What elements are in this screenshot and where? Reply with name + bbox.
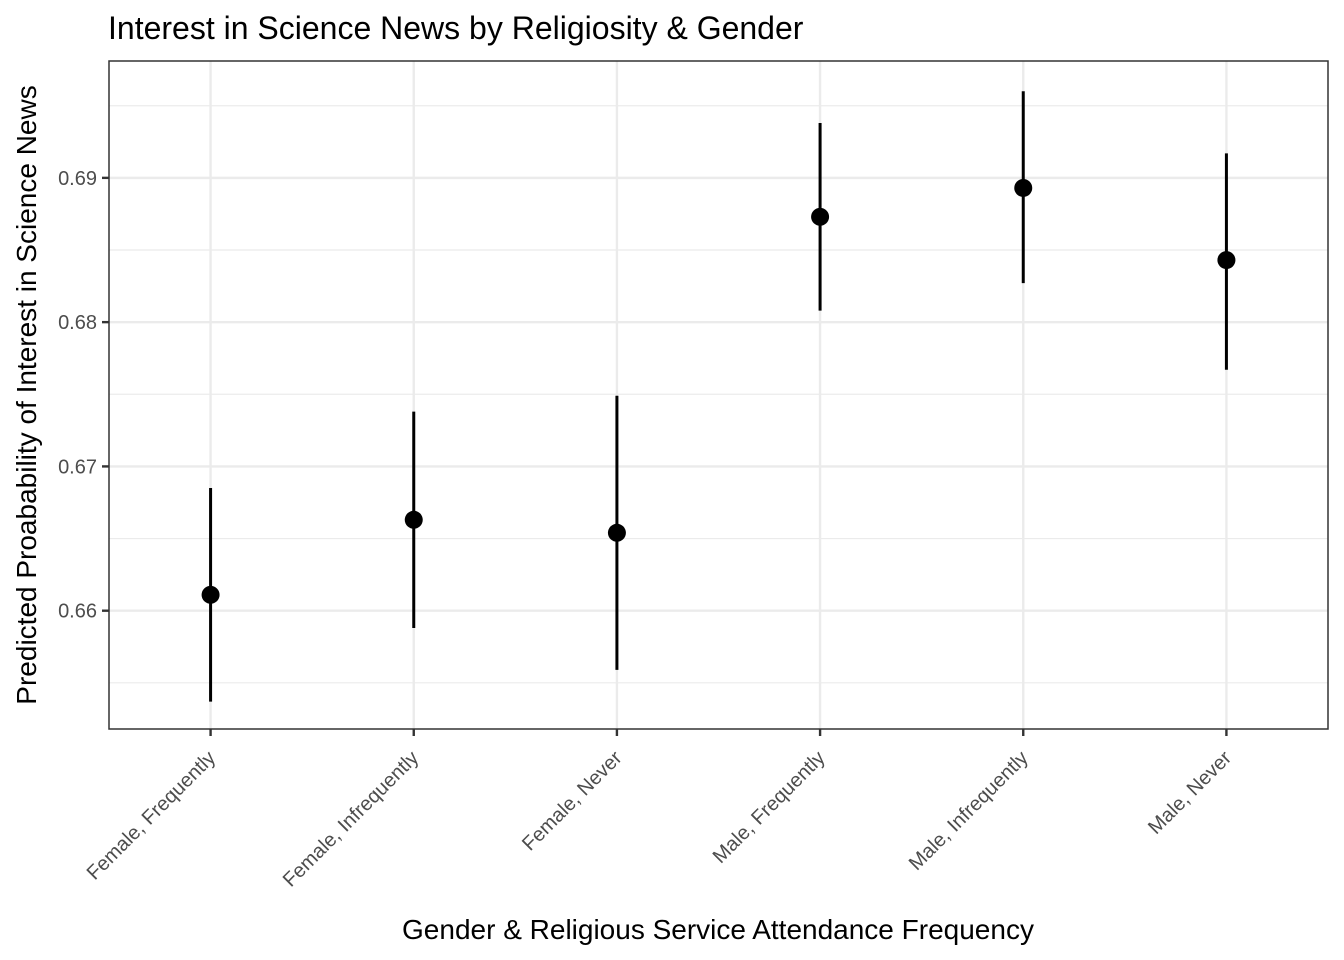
x-axis-title: Gender & Religious Service Attendance Fr…: [402, 914, 1034, 945]
y-tick-label: 0.67: [58, 456, 97, 478]
plot-panel-border: [108, 60, 1329, 730]
data-point: [811, 207, 830, 226]
y-tick-label: 0.69: [58, 168, 97, 190]
grid: [109, 61, 1328, 729]
y-tick-label: 0.68: [58, 312, 97, 334]
data-point: [201, 585, 220, 604]
chart-title: Interest in Science News by Religiosity …: [108, 10, 804, 46]
data-points: [201, 178, 1236, 604]
y-axis-title: Predicted Proabability of Interest in Sc…: [11, 85, 42, 704]
data-point: [404, 510, 423, 529]
y-tick-label: 0.66: [58, 601, 97, 623]
data-point: [1217, 251, 1236, 270]
data-point: [1014, 178, 1033, 197]
data-point: [607, 523, 626, 542]
